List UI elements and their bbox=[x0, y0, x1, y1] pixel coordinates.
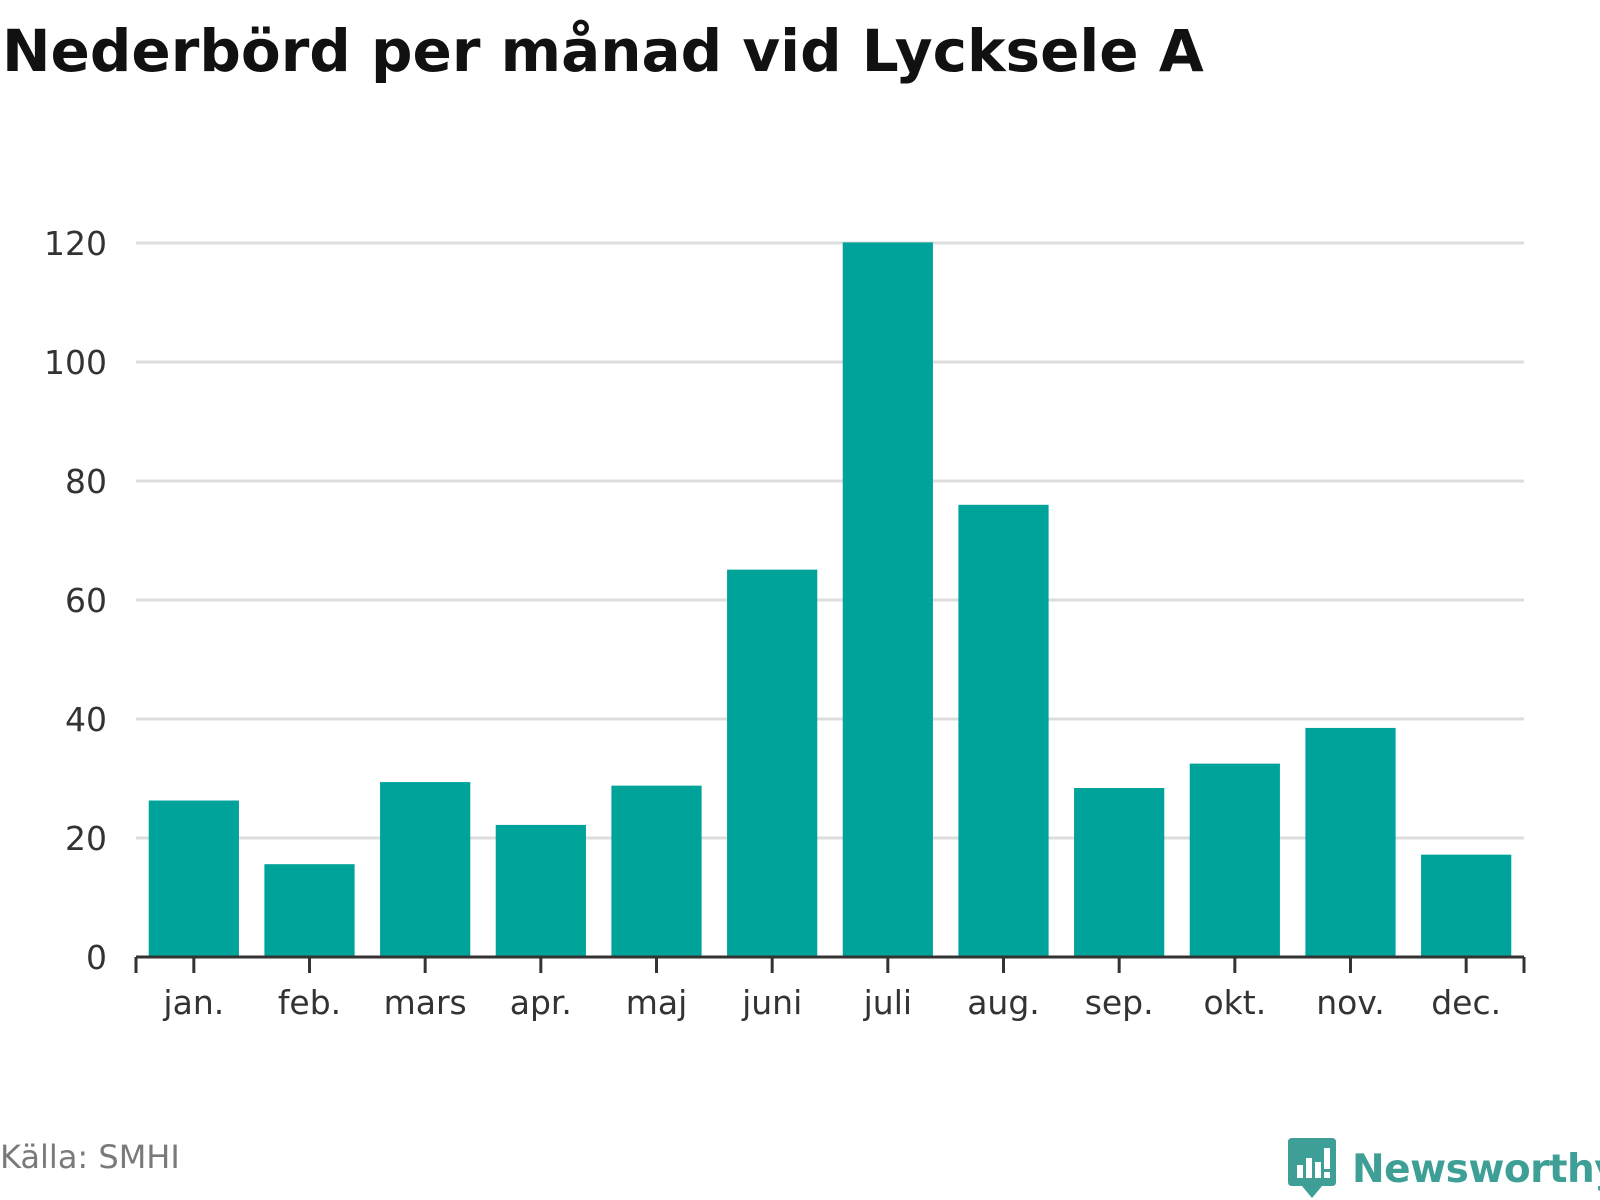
x-tick-label: okt. bbox=[1203, 983, 1266, 1022]
bar bbox=[842, 242, 933, 957]
bar bbox=[1421, 854, 1512, 957]
y-tick-label: 100 bbox=[44, 343, 107, 382]
bar bbox=[958, 504, 1049, 957]
y-tick-label: 20 bbox=[65, 819, 107, 858]
chat-bubble-bar-chart-icon bbox=[1288, 1138, 1336, 1198]
bar bbox=[1305, 727, 1396, 957]
x-axis-tick-labels: jan. feb. mars apr. maj juni juli aug. sep. okt. n… bbox=[162, 983, 1501, 1022]
y-tick-label: 80 bbox=[65, 462, 107, 501]
y-tick-label: 40 bbox=[65, 700, 107, 739]
x-tick-label: sep. bbox=[1085, 983, 1154, 1022]
bar bbox=[495, 824, 586, 957]
grid-lines bbox=[136, 241, 1524, 840]
bar bbox=[1189, 763, 1280, 957]
chart-title: Nederbörd per månad vid Lycksele A bbox=[2, 17, 1204, 85]
x-tick-label: maj bbox=[626, 983, 688, 1022]
y-axis-tick-labels: 0 20 40 60 80 100 120 bbox=[44, 224, 107, 977]
bar bbox=[727, 569, 818, 957]
y-tick-label: 120 bbox=[44, 224, 107, 263]
brand-logo: Newsworthy bbox=[1288, 1138, 1600, 1200]
bar bbox=[148, 800, 239, 957]
x-tick-label: aug. bbox=[967, 983, 1040, 1022]
bar bbox=[1074, 788, 1165, 957]
x-tick-label: nov. bbox=[1316, 983, 1385, 1022]
brand-name: Newsworthy bbox=[1352, 1146, 1600, 1192]
x-tick-label: jan. bbox=[162, 983, 224, 1022]
y-tick-label: 0 bbox=[86, 938, 107, 977]
source-note: Källa: SMHI bbox=[0, 1138, 180, 1176]
x-tick-label: feb. bbox=[278, 983, 341, 1022]
bar bbox=[380, 782, 471, 957]
x-tick-label: mars bbox=[384, 983, 467, 1022]
bar bbox=[264, 864, 355, 957]
bars bbox=[148, 242, 1512, 957]
x-tick-label: dec. bbox=[1431, 983, 1501, 1022]
x-tick-label: juni bbox=[741, 983, 802, 1022]
bar bbox=[611, 785, 702, 957]
y-tick-label: 60 bbox=[65, 581, 107, 620]
x-tick-label: juli bbox=[863, 983, 912, 1022]
x-tick-label: apr. bbox=[510, 983, 572, 1022]
x-axis bbox=[134, 955, 1526, 973]
